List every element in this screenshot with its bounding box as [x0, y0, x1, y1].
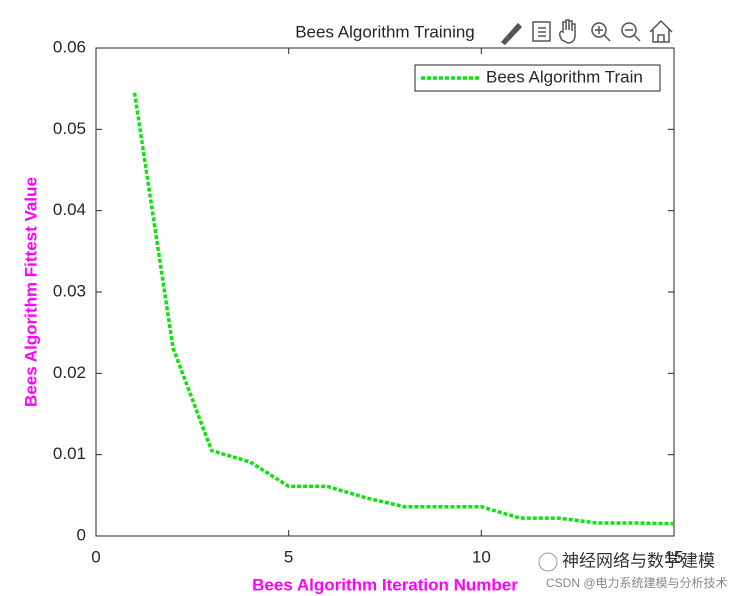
chart-title: Bees Algorithm Training	[295, 22, 475, 41]
data-line	[132, 92, 675, 526]
x-tick-label: 15	[665, 547, 684, 566]
plot: 0 0.01 0.02 0.03 0.04 0.05 0.06 0 5 10 15 Bees Algo…	[53, 37, 684, 566]
zoom-out-icon[interactable]	[621, 22, 637, 38]
pan-icon[interactable]	[559, 19, 576, 44]
zoom-in-icon[interactable]	[591, 22, 607, 38]
x-tick-label: 5	[284, 547, 293, 566]
y-tick-label: 0.01	[53, 444, 86, 463]
brush-icon[interactable]	[500, 22, 523, 45]
y-tick-label: 0.05	[53, 119, 86, 138]
plot-area	[95, 47, 675, 537]
x-tick-label: 10	[472, 547, 491, 566]
watermark-logo	[538, 552, 558, 572]
legend-label: Bees Algorithm Train	[486, 67, 643, 86]
watermark-account: 神经网络与数学建模	[562, 551, 715, 570]
y-tick-label: 0.04	[53, 200, 86, 219]
x-axis-label: Bees Algorithm Iteration Number	[252, 575, 518, 594]
y-axis-label: Bees Algorithm Fittest Value	[21, 177, 40, 407]
y-tick-label: 0.03	[53, 281, 86, 300]
legend-box	[414, 64, 661, 92]
y-tick-label: 0.06	[53, 37, 86, 56]
toolbar	[496, 16, 676, 46]
watermark-source: CSDN @电力系统建模与分析技术	[546, 576, 728, 590]
y-tick-label: 0	[77, 525, 86, 544]
y-tick-label: 0.02	[53, 363, 86, 382]
data-tips-icon[interactable]	[532, 21, 551, 42]
watermark: 神经网络与数学建模 CSDN @电力系统建模与分析技术	[538, 551, 728, 590]
x-tick-label: 0	[91, 547, 100, 566]
home-icon[interactable]	[649, 19, 673, 43]
